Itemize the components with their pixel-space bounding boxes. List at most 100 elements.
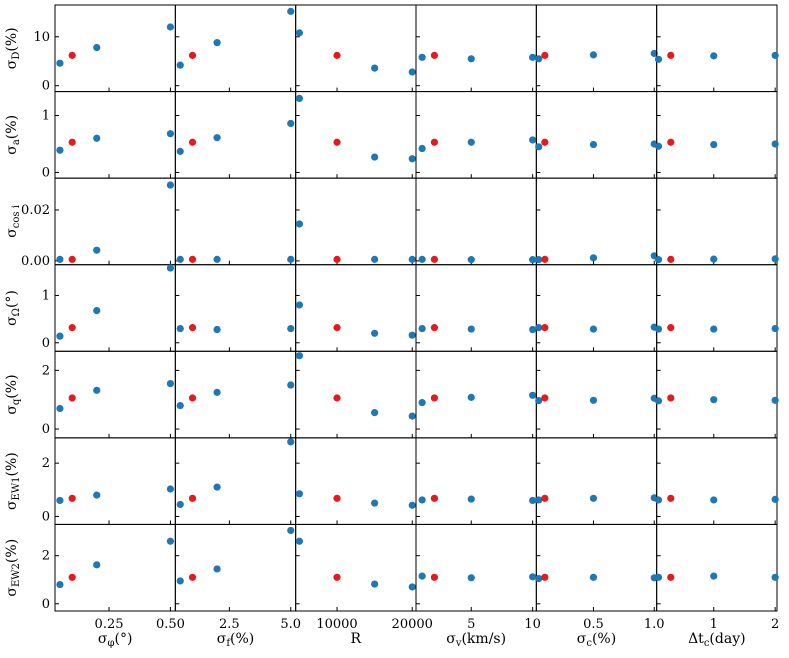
panel-frame: [415, 4, 537, 93]
data-point: [166, 379, 175, 388]
panel-frame: [174, 523, 297, 612]
x-tick-label: 10000: [316, 617, 357, 632]
data-point: [166, 23, 175, 31]
panel-frame: [295, 437, 417, 525]
data-point: [467, 393, 475, 401]
fiducial-point: [68, 255, 76, 263]
data-point: [93, 43, 101, 52]
fiducial-point: [430, 494, 439, 502]
panel-frame: [535, 264, 658, 352]
x-tick-label: 2.5: [219, 617, 240, 632]
panel-frame: [656, 4, 778, 93]
y-axis-label: σEW2(%): [4, 539, 22, 597]
data-point: [295, 537, 304, 545]
data-point: [166, 537, 175, 545]
panel-frame: [535, 4, 658, 93]
y-tick-label: 10: [33, 30, 50, 45]
data-point: [535, 574, 543, 583]
panel-frame: [656, 264, 778, 352]
panel-frame: [415, 264, 537, 352]
panel-r1-c1: [174, 91, 297, 179]
data-point: [467, 495, 475, 503]
fiducial-point: [188, 51, 197, 59]
x-tick-label: 10: [524, 617, 541, 632]
data-point: [771, 573, 779, 581]
data-point: [535, 256, 543, 264]
panel-r1-c4: [535, 91, 658, 179]
panel-r4-c3: [415, 350, 537, 439]
panel-r4-c0: 02: [42, 350, 176, 439]
data-point: [529, 325, 537, 334]
data-point: [166, 264, 175, 272]
data-point: [295, 352, 304, 360]
panel-r2-c4: [535, 177, 658, 266]
panel-frame: [535, 91, 658, 179]
panel-frame: [295, 523, 417, 612]
data-point: [529, 496, 537, 505]
data-point: [213, 483, 221, 491]
data-point: [93, 491, 101, 499]
fiducial-point: [430, 324, 439, 332]
data-point: [176, 577, 184, 585]
data-point: [529, 256, 537, 264]
fiducial-point: [667, 573, 675, 581]
y-tick-label: 0: [42, 165, 50, 180]
data-point: [654, 142, 663, 150]
data-point: [467, 138, 475, 146]
fiducial-point: [188, 324, 197, 332]
data-point: [93, 134, 101, 142]
panel-r0-c3: [415, 4, 537, 93]
fiducial-point: [188, 255, 197, 263]
data-point: [56, 255, 64, 263]
x-tick-label: 0.50: [156, 617, 185, 632]
y-tick-label: 0: [42, 79, 50, 94]
data-point: [213, 39, 221, 47]
y-axis-label: σEW1(%): [4, 452, 22, 510]
y-tick-label: 0: [42, 509, 50, 524]
data-point: [93, 307, 101, 315]
fiducial-point: [667, 255, 675, 263]
data-point: [535, 143, 543, 151]
data-point: [56, 496, 64, 505]
fiducial-point: [68, 138, 76, 146]
data-point: [535, 55, 543, 63]
y-tick-label: 2: [42, 456, 50, 471]
fiducial-point: [68, 494, 76, 502]
panel-r0-c2: [295, 4, 417, 93]
data-point: [535, 324, 543, 332]
panel-frame: [174, 437, 297, 525]
fiducial-point: [541, 324, 549, 332]
data-point: [176, 500, 184, 509]
data-point: [371, 329, 379, 337]
panel-r3-c3: [415, 264, 537, 352]
data-point: [418, 144, 426, 153]
x-tick-label: 20000: [392, 617, 433, 632]
data-point: [295, 301, 304, 309]
data-point: [56, 404, 64, 413]
fiducial-point: [333, 138, 341, 146]
fiducial-point: [430, 138, 439, 146]
data-point: [408, 255, 416, 263]
data-point: [287, 7, 295, 15]
fiducial-point: [430, 255, 439, 263]
fiducial-point: [68, 573, 76, 581]
data-point: [589, 254, 598, 262]
data-point: [771, 396, 779, 404]
data-point: [529, 136, 537, 144]
data-point: [93, 246, 101, 254]
fiducial-point: [667, 394, 675, 402]
panel-frame: [174, 177, 297, 266]
data-point: [295, 220, 304, 228]
data-point: [408, 501, 416, 509]
data-point: [654, 496, 663, 504]
data-point: [589, 140, 598, 149]
data-point: [418, 324, 426, 333]
data-point: [589, 51, 598, 59]
data-point: [654, 55, 663, 63]
panel-frame: [54, 264, 176, 352]
data-point: [166, 485, 175, 493]
data-point: [166, 181, 175, 189]
panel-frame: [174, 4, 297, 93]
data-point: [408, 583, 416, 591]
fiducial-point: [541, 573, 549, 581]
